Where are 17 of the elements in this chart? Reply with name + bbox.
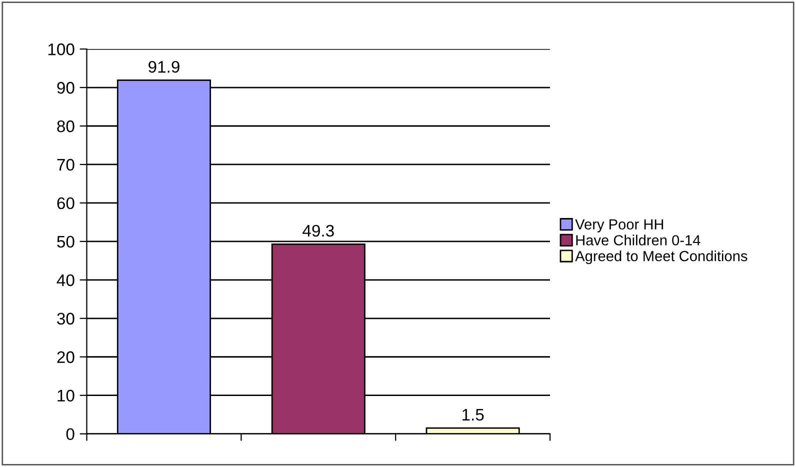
data-label: 1.5: [462, 408, 484, 421]
legend-label: Have Children 0-14: [576, 234, 700, 246]
y-tick-label: 20: [57, 351, 74, 364]
y-tick-label: 70: [57, 158, 74, 171]
y-tick-label: 90: [57, 82, 74, 94]
data-label: 91.9: [148, 60, 180, 73]
legend-label: Agreed to Meet Conditions: [575, 250, 748, 264]
data-label: 49.3: [302, 224, 334, 237]
y-tick-label: 40: [56, 274, 74, 286]
y-tick-label: 60: [57, 197, 74, 210]
y-tick-label: 80: [57, 120, 74, 132]
y-tick-label: 100: [48, 43, 74, 56]
y-tick-label: 30: [57, 312, 74, 325]
y-tick-label: 50: [57, 236, 74, 248]
y-tick-label: 0: [66, 428, 74, 440]
y-tick-label: 10: [58, 390, 74, 402]
legend-label: Very Poor HH: [575, 219, 664, 232]
